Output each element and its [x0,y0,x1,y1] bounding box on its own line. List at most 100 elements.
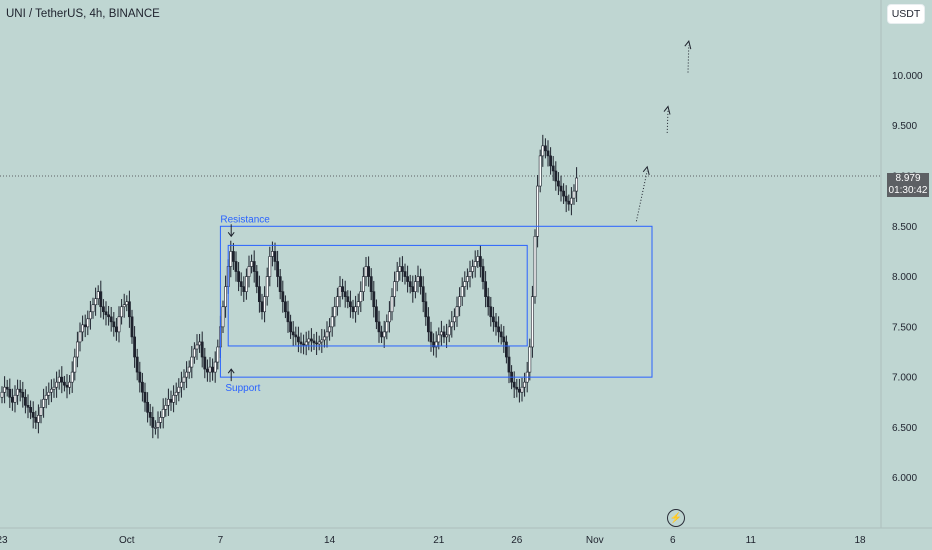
candle-body [96,291,100,299]
candle-body [307,338,311,343]
candle-body [112,321,116,328]
candle-body [187,366,191,373]
candle-body [278,276,282,292]
candle-body [102,306,105,313]
candle-body [328,326,332,333]
candle-body [530,296,534,348]
candle-body [133,336,137,358]
candle-body [182,376,186,383]
candle-body [398,266,402,272]
candle-body [520,386,524,393]
candle-body [369,276,373,292]
candle-body [416,276,420,282]
candle-body [515,386,519,390]
candle-body [330,316,334,328]
candle-body [16,388,20,396]
candle-body [569,197,573,205]
candle-body [403,271,407,277]
candle-body [29,407,33,413]
candle-body [450,321,454,328]
candle-body [130,316,134,338]
candle-body [572,190,576,199]
candle-body [294,334,298,338]
candle-body [55,381,59,388]
candle-body [115,326,118,333]
support-arrow-head [227,368,235,374]
candle-body [502,336,506,343]
candle-body [76,341,79,358]
candle-body [148,412,152,418]
candle-body [354,306,358,313]
candle-body [302,343,306,346]
candle-body [543,145,547,152]
candle-body [497,326,501,333]
candle-body [447,326,451,336]
candle-body [567,200,571,205]
candle-body [419,276,423,287]
candle-body [250,261,254,267]
candle-body [107,314,111,318]
projection-arrow-head [663,105,671,115]
candle-body [185,371,189,378]
candle-body [374,306,378,323]
candle-body [169,398,173,403]
candle-body [484,281,488,297]
candle-body [471,266,475,272]
candle-body [387,311,391,323]
candle-body [172,394,176,403]
candle-body [465,276,469,282]
candle-body [52,386,56,390]
candle-body [193,348,196,358]
candle-body [135,356,139,373]
x-tick-label: 7 [218,535,224,546]
last-price-value: 8.979 [895,173,921,184]
candle-body [499,331,503,338]
candle-body [203,356,207,370]
candle-body [536,185,540,237]
candle-body [541,145,545,157]
y-tick-label: 10.000 [892,71,923,82]
candle-body [86,318,90,328]
candle-body [83,324,87,328]
candle-body [346,296,350,303]
x-tick-label: 6 [670,535,676,546]
candle-body [460,286,464,297]
x-tick-label: 18 [854,535,866,546]
candle-body [47,391,51,396]
candle-body [452,316,456,323]
y-tick-label: 9.500 [892,121,917,132]
candle-body [291,331,295,336]
candle-body [198,341,202,346]
candle-body [122,304,126,308]
candle-body [489,306,493,318]
candle-body [356,301,360,308]
candle-body [167,398,170,406]
candle-body [151,417,155,428]
y-tick-label: 6.500 [892,423,917,434]
candle-body [289,321,293,333]
candle-body [481,266,485,282]
lightning-icon[interactable]: ⚡ [667,509,685,527]
candle-body [156,422,160,428]
candle-body [468,271,472,277]
candle-body [252,261,256,272]
candle-body [380,331,384,338]
candle-body [62,381,66,386]
candle-body [491,316,495,323]
candle-body [154,427,157,429]
candle-body [164,405,168,410]
y-tick-label: 7.500 [892,322,917,333]
candle-body [117,316,121,333]
candle-body [36,415,40,423]
candle-body [494,321,498,328]
currency-unit-button[interactable]: USDT [887,4,925,24]
y-tick-label: 8.500 [892,222,917,233]
candle-body [208,366,212,373]
candle-body [224,286,228,308]
x-tick-label: 21 [433,535,445,546]
projection-arrow-head [642,165,650,175]
candle-body [385,321,389,333]
bar-countdown: 01:30:42 [888,185,928,196]
